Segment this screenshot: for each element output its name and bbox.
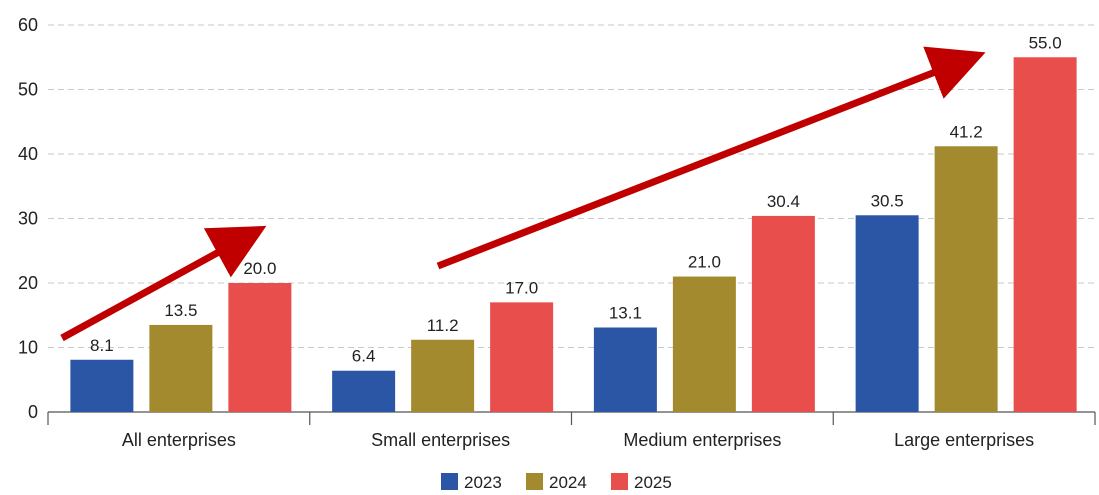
bar-2025-1: [490, 302, 554, 412]
data-label-2025-1: 17.0: [505, 278, 538, 297]
data-label-2024-1: 11.2: [427, 316, 459, 335]
category-label-1: Small enterprises: [371, 430, 510, 450]
data-label-2024-0: 13.5: [164, 301, 197, 320]
y-tick-label-30: 30: [18, 209, 38, 229]
gridlines: [48, 24, 1095, 348]
bar-2025-0: [228, 283, 292, 412]
data-label-2023-0: 8.1: [90, 336, 114, 355]
bar-2023-3: [855, 215, 919, 412]
bar-2024-1: [411, 339, 475, 412]
bars: [70, 57, 1077, 412]
data-label-2025-3: 55.0: [1029, 33, 1062, 52]
y-tick-label-20: 20: [18, 273, 38, 293]
trend-arrow-1: [436, 46, 986, 270]
bar-2025-3: [1013, 57, 1077, 412]
trend-arrows: [60, 46, 986, 342]
y-tick-label-40: 40: [18, 144, 38, 164]
y-tick-label-10: 10: [18, 338, 38, 358]
legend: 2023 2024 2025: [441, 473, 672, 492]
data-label-2023-2: 13.1: [609, 304, 642, 323]
trend-arrow-0: [60, 225, 267, 342]
legend-label-2025: 2025: [634, 473, 672, 492]
bar-2023-2: [593, 327, 657, 412]
category-label-0: All enterprises: [122, 430, 236, 450]
bar-2023-0: [70, 359, 134, 412]
data-label-2023-3: 30.5: [871, 191, 904, 210]
bar-2024-2: [672, 276, 736, 412]
data-label-2025-2: 30.4: [767, 192, 800, 211]
y-tick-label-50: 50: [18, 80, 38, 100]
bar-2023-1: [332, 370, 396, 412]
data-label-2023-1: 6.4: [352, 347, 376, 366]
legend-swatch-2024: [526, 473, 543, 490]
data-label-2024-2: 21.0: [688, 253, 721, 272]
bar-2025-2: [751, 215, 815, 412]
data-label-2025-0: 20.0: [243, 259, 276, 278]
legend-swatch-2023: [441, 473, 458, 490]
category-label-2: Medium enterprises: [623, 430, 781, 450]
bar-2024-3: [934, 146, 998, 412]
legend-label-2024: 2024: [549, 473, 587, 492]
legend-label-2023: 2023: [464, 473, 502, 492]
y-tick-label-0: 0: [28, 402, 38, 422]
axes: 0 10 20 30 40 50 60 All enterprises Small enterp…: [18, 15, 1096, 450]
legend-swatch-2025: [611, 473, 628, 490]
bar-2024-0: [149, 324, 213, 412]
category-label-3: Large enterprises: [894, 430, 1034, 450]
y-tick-label-60: 60: [18, 15, 38, 35]
data-label-2024-3: 41.2: [950, 122, 983, 141]
